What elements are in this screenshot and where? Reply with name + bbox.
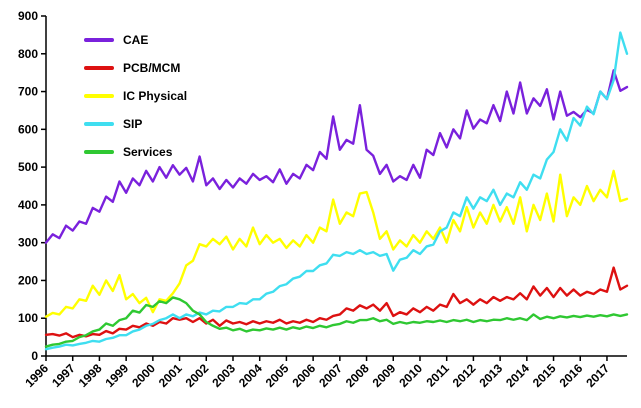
x-tick-label: 2001 xyxy=(156,361,185,390)
x-tick-label: 1999 xyxy=(102,361,131,390)
series-line-services xyxy=(44,296,629,348)
x-tick-label: 2008 xyxy=(343,361,372,390)
legend-swatch-cae xyxy=(84,38,114,42)
x-tick-label: 2011 xyxy=(423,361,452,390)
legend-item-services: Services xyxy=(84,144,187,160)
y-tick-label: 400 xyxy=(18,198,38,212)
legend-item-sip: SIP xyxy=(84,116,187,132)
x-tick-label: 2003 xyxy=(209,361,238,390)
legend-swatch-pcb-mcm xyxy=(84,66,114,70)
legend-label-services: Services xyxy=(123,145,173,159)
series-line-pcb-mcm xyxy=(44,266,629,339)
x-tick-label: 2002 xyxy=(183,361,212,390)
x-tick-label: 2007 xyxy=(316,361,345,390)
x-tick-label: 2006 xyxy=(289,361,318,390)
legend-label-sip: SIP xyxy=(123,117,143,131)
legend-item-pcb-mcm: PCB/MCM xyxy=(84,60,187,76)
x-tick-label: 1997 xyxy=(49,361,78,390)
x-tick-label: 2013 xyxy=(476,361,505,390)
series-line-sip xyxy=(44,31,629,351)
x-tick-label: 2010 xyxy=(396,361,425,390)
x-tick-label: 2017 xyxy=(583,361,612,390)
y-tick-label: 600 xyxy=(18,122,38,136)
y-tick-label: 300 xyxy=(18,236,38,250)
x-tick-label: 2016 xyxy=(557,361,586,390)
y-tick-label: 900 xyxy=(18,9,38,23)
legend-item-ic-physical: IC Physical xyxy=(84,88,187,104)
x-tick-label: 2015 xyxy=(530,361,559,390)
series-line-cae xyxy=(44,69,629,244)
legend-swatch-services xyxy=(84,150,114,154)
legend-label-cae: CAE xyxy=(123,33,149,47)
x-tick-label: 2004 xyxy=(236,361,265,390)
y-tick-label: 800 xyxy=(18,47,38,61)
y-tick-label: 500 xyxy=(18,160,38,174)
y-tick-label: 200 xyxy=(18,273,38,287)
legend-swatch-sip xyxy=(84,122,114,126)
x-tick-label: 2012 xyxy=(450,361,479,390)
y-tick-label: 100 xyxy=(18,311,38,325)
legend-label-pcb-mcm: PCB/MCM xyxy=(123,61,181,75)
y-tick-label: 0 xyxy=(31,349,38,363)
x-tick-label: 2014 xyxy=(503,361,532,390)
legend-item-cae: CAE xyxy=(84,32,187,48)
x-tick-label: 1996 xyxy=(22,361,51,390)
x-tick-label: 2000 xyxy=(129,361,158,390)
y-tick-label: 700 xyxy=(18,85,38,99)
series-line-ic-physical xyxy=(44,169,629,318)
legend-label-ic-physical: IC Physical xyxy=(123,89,188,103)
chart-legend: CAE PCB/MCM IC Physical SIP Services xyxy=(84,32,187,172)
x-tick-label: 2005 xyxy=(263,361,292,390)
x-tick-label: 1998 xyxy=(76,361,105,390)
x-tick-label: 2009 xyxy=(370,361,399,390)
legend-swatch-ic-physical xyxy=(84,94,114,98)
